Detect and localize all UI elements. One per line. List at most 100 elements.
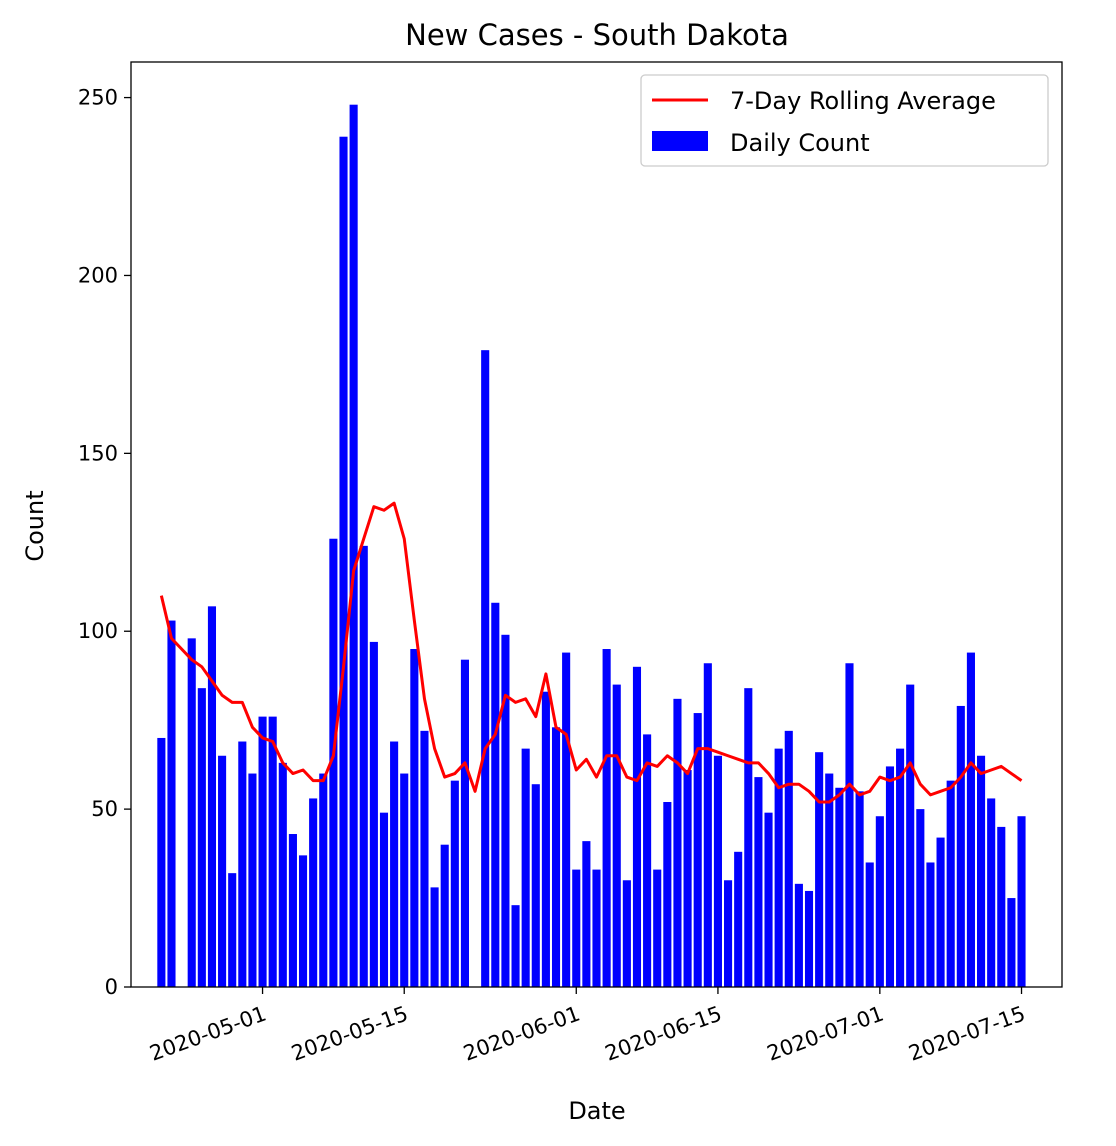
bar	[288, 834, 297, 987]
bar	[804, 890, 814, 987]
bar	[784, 730, 793, 987]
bar	[622, 880, 631, 987]
y-axis-label: Count	[21, 490, 49, 561]
bar	[329, 538, 338, 987]
bar	[845, 663, 854, 987]
bar	[997, 826, 1006, 987]
bar	[764, 812, 773, 987]
legend: 7-Day Rolling Average Daily Count	[640, 74, 1049, 167]
bar	[582, 841, 591, 987]
bar	[592, 869, 601, 987]
bar	[298, 855, 308, 987]
bar	[683, 769, 692, 987]
bar	[531, 784, 540, 987]
bar	[653, 869, 662, 987]
bar	[187, 638, 196, 987]
chart-title: New Cases - South Dakota	[405, 18, 789, 52]
bar	[693, 713, 702, 987]
bar	[562, 652, 571, 987]
bar	[1007, 898, 1016, 987]
y-tick-label: 200	[78, 263, 118, 287]
bar	[248, 773, 257, 987]
legend-label-rolling-average: 7-Day Rolling Average	[730, 87, 996, 115]
bar	[703, 663, 712, 987]
bars-layer	[157, 104, 1026, 987]
bar	[400, 773, 409, 987]
bar	[936, 837, 945, 987]
bar	[450, 780, 459, 987]
bar	[632, 666, 642, 987]
bar	[228, 873, 237, 987]
bar	[885, 766, 895, 987]
bar	[926, 862, 935, 987]
y-tick-label: 150	[78, 441, 118, 465]
bar	[369, 641, 378, 987]
bar	[197, 688, 206, 987]
bar	[1017, 816, 1026, 987]
bar	[987, 798, 996, 987]
bar	[379, 812, 389, 987]
bar	[906, 684, 915, 987]
bar	[319, 773, 328, 987]
bar	[359, 545, 368, 987]
bar	[734, 851, 743, 987]
bar	[673, 698, 682, 987]
bar	[440, 844, 449, 987]
bar	[855, 791, 864, 987]
y-tick-label: 50	[91, 797, 118, 821]
bar	[167, 620, 176, 987]
bar	[875, 816, 884, 987]
bar	[207, 606, 217, 987]
plot-frame	[130, 61, 1063, 988]
bar	[410, 649, 419, 987]
bar	[309, 798, 318, 987]
bar	[744, 688, 753, 987]
legend-label-daily-count: Daily Count	[730, 129, 870, 157]
bar	[430, 887, 439, 987]
bar	[258, 716, 267, 987]
bar	[602, 649, 611, 987]
bar	[774, 748, 783, 987]
bar	[794, 883, 803, 987]
bar	[551, 727, 561, 987]
legend-bar-swatch	[652, 131, 708, 151]
bar	[835, 787, 844, 987]
bar	[966, 652, 975, 987]
bar	[268, 716, 277, 987]
y-tick-label: 0	[105, 975, 118, 999]
bar	[278, 762, 287, 987]
y-tick-label: 100	[78, 619, 118, 643]
line-layer	[159, 501, 1023, 804]
bar	[491, 602, 500, 987]
bar	[643, 734, 652, 987]
bar	[754, 777, 763, 987]
bar	[956, 705, 965, 987]
bar	[713, 755, 722, 987]
y-tick-label: 250	[78, 86, 118, 110]
bar	[916, 809, 925, 987]
bar	[865, 862, 874, 987]
bar	[481, 350, 490, 987]
bar	[825, 773, 834, 987]
x-axis-label: Date	[568, 1097, 625, 1125]
bar	[815, 752, 824, 987]
bar	[218, 755, 227, 987]
bar	[157, 737, 166, 987]
bar	[349, 104, 358, 987]
bar	[460, 659, 469, 987]
rolling-average-line	[159, 501, 1023, 804]
bar	[238, 741, 247, 987]
bar	[946, 780, 955, 987]
legend-box	[640, 74, 1049, 167]
bar	[339, 136, 348, 987]
bar	[612, 684, 621, 987]
bar	[390, 741, 399, 987]
bar	[977, 755, 986, 987]
bar	[501, 634, 510, 987]
bar	[724, 880, 733, 987]
bar	[663, 802, 672, 987]
bar	[541, 691, 550, 987]
bar	[420, 730, 429, 987]
bar	[572, 869, 581, 987]
